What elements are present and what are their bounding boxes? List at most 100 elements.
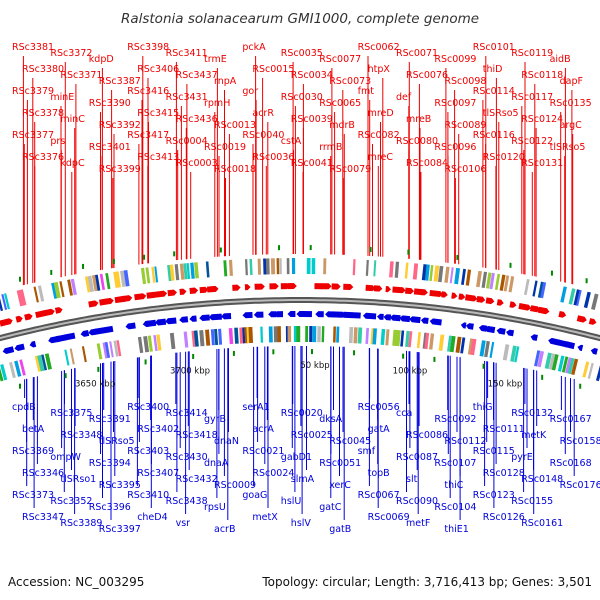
cog-color-track-outer [0, 245, 599, 312]
forward-gene-arrow [232, 284, 241, 291]
cog-bar-inner [353, 327, 358, 344]
cog-bar-inner [64, 349, 70, 366]
reverse-gene-label: thiE1 [444, 524, 468, 535]
cog-bar-inner [438, 334, 445, 351]
reverse-gene-arrow [273, 311, 283, 318]
cog-bar-outer [560, 286, 567, 303]
cog-bar-outer [169, 264, 175, 281]
reverse-gene-label: gatC [319, 502, 342, 513]
cog-bar-inner [357, 327, 363, 344]
forward-gene-label: tlSRso5 [483, 108, 519, 119]
cog-bar-inner [484, 340, 490, 358]
reverse-strand-callout-lines [24, 346, 575, 520]
cog-bar-inner [587, 362, 594, 379]
forward-feature-track [0, 283, 597, 327]
forward-gene-label: RSc3376 [22, 152, 64, 163]
gc-tick [407, 249, 410, 255]
cog-bar-inner [113, 340, 119, 357]
forward-gene-arrow [199, 286, 209, 294]
reverse-gene-arrow [29, 340, 37, 348]
forward-gene-label: RSc0076 [406, 70, 448, 81]
cog-bar-inner [372, 328, 377, 345]
forward-gene-label: RSc3392 [99, 120, 141, 131]
cog-bar-inner [455, 336, 462, 353]
gc-tick [50, 269, 53, 275]
reverse-gene-arrow [2, 346, 15, 354]
cog-bar-inner [348, 327, 354, 344]
forward-gene-label: htpX [368, 64, 391, 75]
cog-bar-inner [81, 346, 87, 363]
cog-bar-inner [447, 335, 453, 352]
cog-bar-inner [460, 337, 466, 354]
gc-tick [19, 276, 21, 282]
reverse-gene-label: ompW [50, 452, 81, 463]
cog-bar-inner [37, 354, 45, 372]
cog-bar-inner [14, 360, 22, 377]
reverse-gene-label: RSc3403 [127, 446, 169, 457]
reverse-gene-label: gatB [329, 524, 351, 535]
forward-gene-label: RSc0116 [473, 130, 515, 141]
reverse-gene-label: gatA [368, 424, 391, 435]
forward-gene-arrow [485, 297, 495, 305]
forward-gene-label: RSc3399 [99, 164, 141, 175]
reverse-gene-label: RSc0086 [406, 430, 448, 441]
forward-gene-label: aidB [550, 54, 571, 65]
reverse-gene-arrow [287, 311, 296, 317]
forward-gene-label: RSc0062 [358, 42, 400, 53]
cog-bar-inner [400, 330, 405, 347]
cog-bar-inner [137, 336, 144, 354]
gc-tick [433, 356, 436, 362]
forward-gene-label: RSc0019 [204, 142, 246, 153]
reverse-gene-arrow [221, 313, 232, 320]
cog-bar-outer [244, 259, 248, 276]
reverse-gene-arrow [189, 315, 197, 322]
reverse-gene-label: RSc0111 [483, 424, 525, 435]
reverse-gene-label: tlSRso1 [60, 474, 96, 485]
cog-bar-outer [151, 266, 156, 283]
cog-bar-outer [424, 264, 430, 281]
forward-gene-arrow [244, 284, 251, 291]
forward-gene-label: RSc0065 [319, 98, 361, 109]
cog-bar-inner [470, 338, 477, 356]
cog-bar-inner [502, 344, 510, 361]
cog-bar-inner [210, 329, 215, 346]
cog-bar-inner [193, 330, 199, 347]
reverse-gene-label: RSc0069 [368, 512, 410, 523]
forward-gene-arrow [465, 294, 478, 302]
reverse-gene-label: thiC [444, 480, 463, 491]
reverse-feature-track [2, 311, 598, 355]
cog-bar-outer [228, 259, 233, 276]
cog-bar-outer [494, 273, 501, 291]
forward-gene-arrow [134, 293, 147, 301]
reverse-gene-label: RSc3418 [176, 430, 218, 441]
cog-bar-inner [537, 350, 545, 368]
reverse-gene-arrow [80, 330, 90, 337]
forward-gene-label: RSc3378 [22, 108, 64, 119]
cog-bar-inner [239, 327, 244, 344]
cog-bar-outer [51, 282, 58, 299]
reverse-gene-arrow [506, 329, 515, 337]
cog-bar-inner [449, 335, 456, 353]
reverse-gene-arrow [125, 322, 136, 330]
forward-gene-arrow [496, 299, 504, 306]
forward-gene-label: RSc3437 [176, 70, 218, 81]
reverse-gene-label: slt [406, 474, 418, 485]
forward-gene-label: RSc0099 [434, 54, 476, 65]
forward-strand-callout-lines [22, 56, 574, 286]
cog-bar-outer [568, 288, 576, 305]
forward-gene-arrow [476, 296, 486, 303]
cog-bar-inner [595, 365, 600, 382]
reverse-gene-label: RSc3346 [22, 468, 64, 479]
cog-bar-inner [9, 361, 16, 379]
reverse-gene-arrow [429, 318, 442, 326]
cog-bar-outer [37, 285, 45, 302]
forward-gene-label: RSc3390 [89, 98, 131, 109]
forward-gene-label: RSc0018 [214, 164, 256, 175]
scale-label: 150 kbp [488, 380, 523, 390]
forward-gene-label: rrmB [319, 142, 342, 153]
cog-bar-inner [218, 328, 223, 345]
reverse-gene-label: RSc0045 [329, 436, 371, 447]
forward-gene-label: RSc3387 [99, 76, 141, 87]
cog-bar-inner [156, 334, 162, 351]
reverse-gene-arrow [563, 341, 575, 350]
